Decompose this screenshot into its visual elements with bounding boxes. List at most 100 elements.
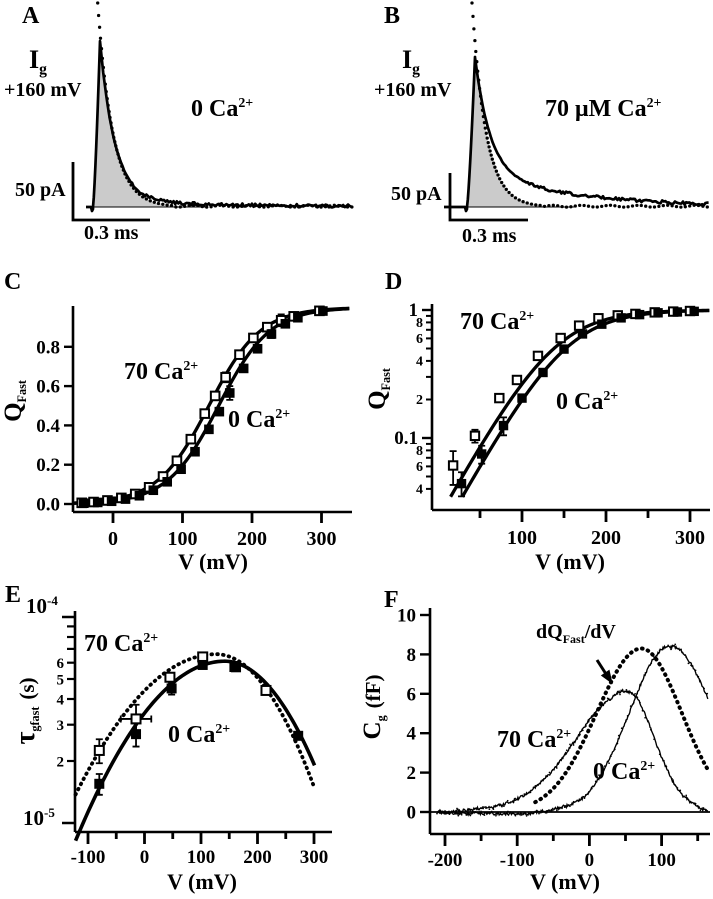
series bbox=[436, 643, 710, 817]
noisy-trace-70 Ca2+ bbox=[436, 688, 709, 816]
svg-text:-100: -100 bbox=[500, 850, 535, 871]
svg-text:0: 0 bbox=[108, 528, 118, 550]
svg-text:0.8: 0.8 bbox=[36, 337, 60, 358]
svg-text:6: 6 bbox=[416, 460, 423, 475]
y-label-symbol: Q bbox=[0, 402, 27, 422]
current-trace bbox=[444, 55, 709, 213]
annotation-sup: 2+ bbox=[215, 722, 231, 737]
svg-text:6: 6 bbox=[407, 684, 417, 705]
dqdv-arrow bbox=[595, 659, 613, 685]
annotation-text: 0 Ca bbox=[168, 722, 216, 748]
panel-f-plot: 0 2 4 6 8 10 -200 -100 0 100 bbox=[397, 606, 710, 871]
annotation-text: 70 Ca bbox=[84, 631, 144, 657]
panel-d: 1 8 6 4 2 0.1 8 6 4 100 200 300 D QFast 70 Ca2+ 0 C… bbox=[360, 258, 713, 578]
svg-text:2: 2 bbox=[57, 754, 65, 770]
svg-text:0.1: 0.1 bbox=[394, 428, 418, 449]
annotation-text: 0 Ca bbox=[228, 407, 276, 433]
svg-text:300: 300 bbox=[300, 847, 329, 868]
panel-d-annotation-0ca: 0 Ca2+ bbox=[556, 389, 619, 415]
panel-f-x-axis-label: V (mV) bbox=[530, 869, 600, 894]
annotation-sup: 2+ bbox=[275, 407, 291, 422]
panel-e-x-axis-label: V (mV) bbox=[167, 869, 237, 894]
noisy-trace-0 Ca2+ bbox=[436, 643, 709, 817]
shaded-charge-area bbox=[93, 41, 178, 207]
annotation-text: 0 Ca bbox=[556, 389, 604, 415]
series-70 Ca2+ bbox=[93, 651, 272, 765]
panel-c-annotation-0ca: 0 Ca2+ bbox=[228, 407, 291, 433]
trace-group bbox=[71, 1, 354, 222]
svg-text:8: 8 bbox=[407, 645, 417, 666]
fit-curve-0 Ca2+ bbox=[73, 659, 317, 842]
svg-text:200: 200 bbox=[237, 528, 267, 550]
annotation-sup: 2+ bbox=[143, 631, 159, 646]
svg-text:200: 200 bbox=[591, 527, 621, 549]
annotation-text: dQ bbox=[536, 621, 563, 643]
annotation-sup: 2+ bbox=[519, 309, 535, 324]
series bbox=[74, 305, 350, 509]
condition-sup: 2+ bbox=[238, 96, 254, 111]
svg-text:0: 0 bbox=[140, 847, 150, 868]
panel-b: B Ig +160 mV 70 μM Ca2+ 50 pA 0.3 ms bbox=[360, 0, 713, 250]
axes: 65 4 3 2 -100 0 100 200 300 bbox=[57, 611, 332, 868]
series bbox=[447, 305, 710, 498]
trace-group bbox=[444, 1, 709, 222]
y-label-sub: g bbox=[374, 715, 389, 722]
axes: 0 2 4 6 8 10 -200 -100 0 100 bbox=[397, 606, 710, 871]
panel-a-horizontal-scale-label: 0.3 ms bbox=[84, 222, 139, 244]
panel-d-annotation-70ca: 70 Ca2+ bbox=[460, 309, 535, 335]
condition-text: 70 μM Ca bbox=[545, 96, 647, 122]
panel-a: A Ig +160 mV 0 Ca2+ 50 pA 0.3 ms bbox=[0, 0, 360, 250]
panel-d-x-axis-label: V (mV) bbox=[535, 549, 605, 574]
svg-text:8: 8 bbox=[416, 444, 423, 459]
svg-text:0.0: 0.0 bbox=[36, 495, 60, 516]
fit-curve-0 Ca2+ bbox=[74, 307, 350, 505]
series-0 Ca2+ bbox=[94, 659, 304, 796]
panel-c-x-axis-label: V (mV) bbox=[178, 549, 248, 574]
series-0 Ca2+ bbox=[79, 306, 328, 509]
fit-curve-70 Ca2+ bbox=[74, 306, 350, 505]
panel-d-letter: D bbox=[385, 269, 403, 295]
scale-bars bbox=[71, 162, 150, 222]
current-symbol: I bbox=[402, 45, 413, 74]
svg-text:-100: -100 bbox=[71, 847, 106, 868]
panel-e: 6 5 4 3 2 -100 0 100 200 300 E τgfast(s) 10-4 10-… bbox=[0, 578, 360, 899]
panel-f-annotation-70ca: 70 Ca2+ bbox=[497, 727, 571, 753]
svg-text:100: 100 bbox=[168, 528, 198, 550]
annotation-text: 70 Ca bbox=[460, 309, 520, 335]
panel-e-annotation-0ca: 0 Ca2+ bbox=[168, 722, 231, 748]
current-symbol: I bbox=[29, 45, 40, 74]
panel-f-annotation-0ca: 0 Ca2+ bbox=[593, 759, 655, 785]
panel-b-condition-label: 70 μM Ca2+ bbox=[545, 96, 661, 122]
panel-e-letter: E bbox=[5, 582, 22, 608]
svg-text:4: 4 bbox=[407, 724, 417, 745]
panel-e-ytick-1e-4: 10-4 bbox=[26, 594, 58, 617]
current-symbol-sub: g bbox=[39, 61, 47, 79]
series bbox=[73, 651, 317, 842]
svg-text:2: 2 bbox=[407, 763, 417, 784]
panel-a-plot bbox=[71, 1, 354, 222]
y-label-symbol: C bbox=[359, 721, 386, 740]
svg-text:3: 3 bbox=[57, 718, 65, 734]
annotation-text: 70 Ca bbox=[497, 727, 557, 753]
annotation-sup: 2+ bbox=[183, 359, 199, 374]
panel-e-ytick-1e-5: 10-5 bbox=[23, 806, 55, 829]
fit-curve-70 Ca2+ bbox=[73, 652, 317, 797]
y-label-sub: Fast bbox=[15, 380, 30, 403]
panel-c-plot: 0.0 0.2 0.4 0.6 0.8 0 100 200 300 bbox=[36, 305, 352, 550]
shaded-charge-area bbox=[467, 57, 547, 207]
panel-a-vertical-scale-label: 50 pA bbox=[15, 179, 66, 201]
panel-f-y-axis-label: Cg (fF) bbox=[358, 642, 388, 772]
power-base: 10 bbox=[23, 806, 44, 830]
y-label-symbol: τ bbox=[10, 731, 41, 745]
y-label-symbol: Q bbox=[364, 390, 391, 410]
svg-text:300: 300 bbox=[307, 528, 337, 550]
panel-b-trace-label: Ig bbox=[402, 46, 420, 79]
scale-bars bbox=[448, 173, 528, 222]
power-exp: -5 bbox=[44, 805, 55, 820]
panel-b-horizontal-scale-label: 0.3 ms bbox=[462, 225, 517, 247]
svg-text:6: 6 bbox=[416, 332, 423, 347]
annotation-sup: 2+ bbox=[603, 389, 619, 404]
